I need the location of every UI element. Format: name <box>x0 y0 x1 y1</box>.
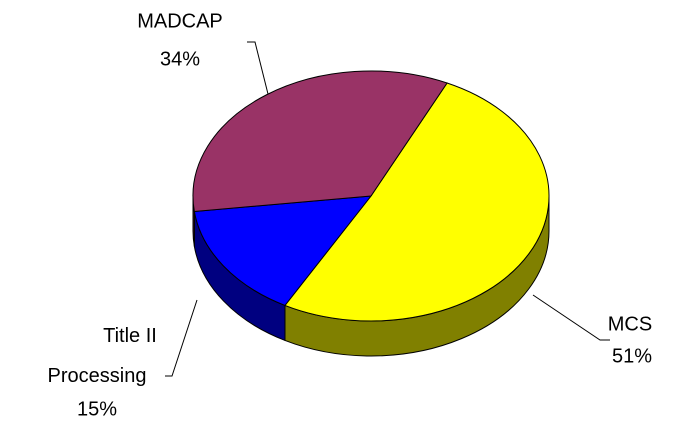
slice <box>192 70 448 212</box>
category-label: MCS <box>608 313 652 335</box>
slice <box>193 195 373 307</box>
slice <box>284 82 550 322</box>
category-label-line: Processing <box>48 365 147 387</box>
category-label: Title II Processing <box>48 325 157 387</box>
leader-line <box>247 41 269 95</box>
value-label: 15% <box>77 398 117 420</box>
value-label: 51% <box>612 345 652 367</box>
category-label: MADCAP <box>137 10 223 32</box>
value-label: 34% <box>160 48 200 70</box>
leader-line <box>165 299 198 377</box>
leader-line <box>532 294 610 341</box>
category-label-line: Title II <box>103 325 157 347</box>
